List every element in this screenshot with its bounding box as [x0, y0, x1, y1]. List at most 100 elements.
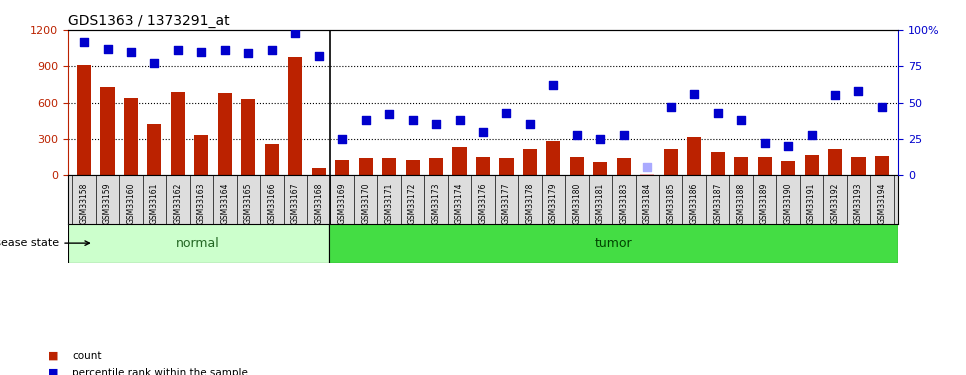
Point [428, 122, 443, 128]
Point [851, 88, 867, 94]
Bar [100, 87, 115, 176]
Bar [265, 144, 279, 176]
Bar [640, 174, 654, 176]
Point [288, 30, 303, 36]
Bar [734, 156, 749, 176]
Text: GSM33190: GSM33190 [783, 183, 792, 224]
Point [311, 53, 327, 59]
Point [592, 136, 608, 142]
Text: GSM33188: GSM33188 [737, 183, 746, 224]
Point [523, 122, 538, 128]
Bar [547, 141, 560, 176]
Text: GSM33166: GSM33166 [268, 183, 276, 224]
Bar [77, 65, 91, 176]
Bar [781, 161, 795, 176]
Point [663, 104, 678, 110]
Text: ■: ■ [48, 351, 59, 361]
Text: GSM33168: GSM33168 [314, 183, 324, 224]
Bar [805, 155, 818, 176]
Text: GSM33183: GSM33183 [619, 183, 628, 224]
Point [76, 39, 92, 45]
Point [264, 47, 279, 53]
Bar [452, 147, 467, 176]
Bar [383, 158, 396, 176]
Bar [711, 152, 724, 176]
Text: GSM33173: GSM33173 [432, 183, 440, 224]
Text: GSM33189: GSM33189 [760, 183, 769, 224]
Text: GSM33162: GSM33162 [174, 183, 183, 224]
Point [546, 82, 561, 88]
Text: GSM33187: GSM33187 [713, 183, 723, 224]
Text: GSM33184: GSM33184 [642, 183, 652, 224]
Bar [171, 92, 185, 176]
Point [170, 47, 185, 53]
Text: GSM33179: GSM33179 [549, 183, 558, 224]
Point [781, 143, 796, 149]
FancyBboxPatch shape [328, 224, 898, 262]
Text: GSM33192: GSM33192 [831, 183, 839, 224]
Point [358, 117, 374, 123]
Bar [476, 156, 490, 176]
Text: GSM33177: GSM33177 [502, 183, 511, 224]
Text: GSM33165: GSM33165 [243, 183, 253, 224]
Bar [499, 158, 514, 176]
Point [733, 117, 749, 123]
Text: GSM33160: GSM33160 [127, 183, 135, 224]
Point [382, 111, 397, 117]
Text: GSM33163: GSM33163 [197, 183, 206, 224]
Text: GSM33159: GSM33159 [103, 183, 112, 224]
Point [241, 50, 256, 56]
Text: GSM33181: GSM33181 [596, 183, 605, 224]
Text: GSM33171: GSM33171 [384, 183, 393, 224]
Text: GSM33185: GSM33185 [667, 183, 675, 224]
Text: percentile rank within the sample: percentile rank within the sample [72, 368, 248, 375]
Text: GSM33194: GSM33194 [877, 183, 887, 224]
Text: tumor: tumor [595, 237, 633, 250]
Bar [335, 160, 350, 176]
Point [639, 164, 655, 170]
Bar [288, 57, 302, 176]
Text: GSM33167: GSM33167 [291, 183, 299, 224]
Bar [217, 93, 232, 176]
Text: GSM33186: GSM33186 [690, 183, 698, 224]
Text: ■: ■ [48, 368, 59, 375]
Bar [757, 157, 772, 176]
Text: GSM33191: GSM33191 [807, 183, 816, 224]
Text: GSM33158: GSM33158 [79, 183, 89, 224]
Point [569, 132, 584, 138]
Bar [828, 149, 842, 176]
Text: GDS1363 / 1373291_at: GDS1363 / 1373291_at [68, 13, 229, 28]
Bar [851, 156, 866, 176]
Text: GSM33174: GSM33174 [455, 183, 464, 224]
Text: GSM33172: GSM33172 [408, 183, 417, 224]
Point [804, 132, 819, 138]
Point [193, 49, 209, 55]
Point [147, 60, 162, 66]
Text: GSM33178: GSM33178 [526, 183, 534, 224]
Point [405, 117, 420, 123]
Bar [687, 136, 701, 176]
Point [334, 136, 350, 142]
Bar [358, 158, 373, 176]
Point [827, 92, 842, 98]
Bar [523, 148, 537, 176]
Point [217, 47, 233, 53]
Bar [570, 157, 583, 176]
Bar [194, 135, 209, 176]
Text: GSM33176: GSM33176 [478, 183, 488, 224]
FancyBboxPatch shape [68, 224, 328, 262]
Text: GSM33161: GSM33161 [150, 183, 159, 224]
Text: normal: normal [176, 237, 220, 250]
Bar [148, 124, 161, 176]
Bar [875, 156, 889, 176]
Bar [242, 99, 255, 176]
Text: GSM33170: GSM33170 [361, 183, 370, 224]
Text: GSM33193: GSM33193 [854, 183, 863, 224]
Bar [429, 158, 443, 176]
Point [498, 110, 514, 116]
Point [757, 140, 773, 146]
Point [874, 104, 890, 110]
Text: GSM33169: GSM33169 [338, 183, 347, 224]
Point [475, 129, 491, 135]
Bar [312, 168, 326, 176]
